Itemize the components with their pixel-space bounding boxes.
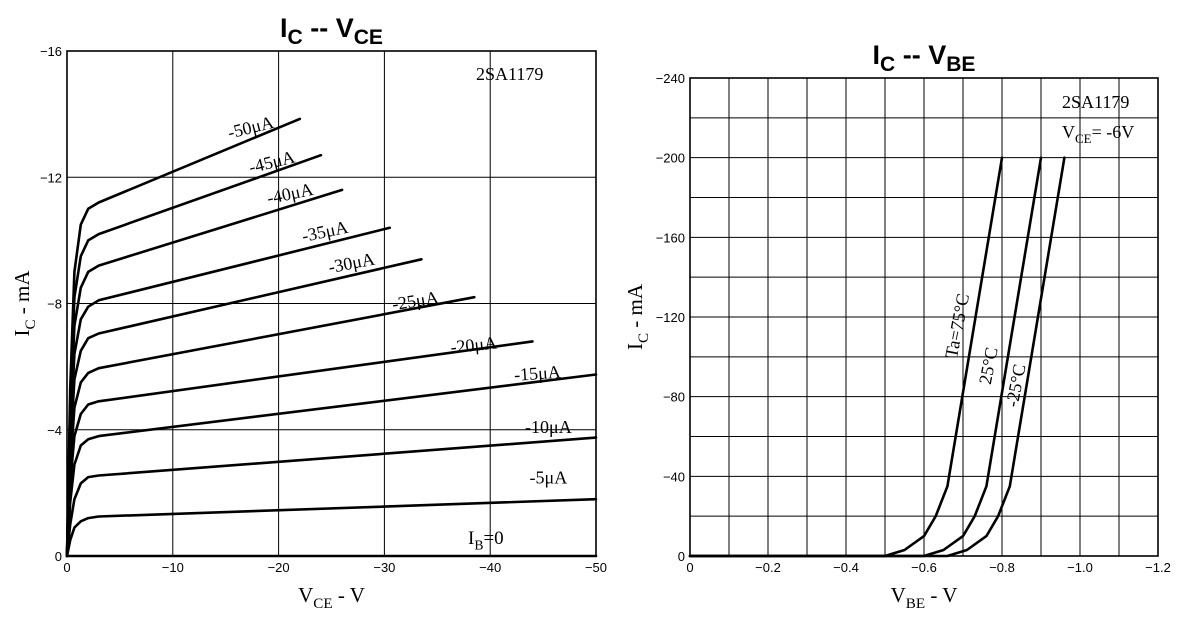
x-tick-label: −50 <box>585 560 607 575</box>
curve-label: -25μA <box>391 287 440 314</box>
x-tick-label: −0.4 <box>833 560 859 575</box>
curve-label: -40μA <box>265 179 315 208</box>
series-curve <box>65 436 598 558</box>
y-tick-label: −120 <box>656 310 685 325</box>
curve-label: -35μA <box>300 217 350 246</box>
x-tick-label: −10 <box>162 560 184 575</box>
curve-label: -5μA <box>530 467 568 487</box>
series-curve <box>65 295 476 558</box>
series-curve <box>65 117 302 558</box>
y-tick-label: −8 <box>47 297 62 312</box>
y-tick-label: −12 <box>40 170 62 185</box>
x-tick-label: −0.2 <box>755 560 781 575</box>
x-tick-label: −1.0 <box>1067 560 1093 575</box>
y-tick-label: 0 <box>678 549 685 564</box>
x-tick-label: −1.2 <box>1145 560 1171 575</box>
curve-label: Ta=75°C <box>941 292 973 360</box>
series-curve <box>65 497 598 558</box>
y-axis-label: IC - mA <box>623 283 652 350</box>
x-tick-label: −20 <box>268 560 290 575</box>
x-tick-label: −40 <box>479 560 501 575</box>
grid <box>67 51 596 556</box>
x-tick-label: −0.8 <box>989 560 1015 575</box>
y-tick-label: −16 <box>40 44 62 59</box>
y-tick-label: −160 <box>656 230 685 245</box>
y-tick-label: 0 <box>55 549 62 564</box>
curve-label: -20μA <box>449 332 497 357</box>
y-axis-label: IC - mA <box>10 270 39 337</box>
y-tick-label: −240 <box>656 71 685 86</box>
x-axis-label: VCE - V <box>298 583 365 612</box>
series-curve <box>65 373 598 558</box>
y-tick-label: −80 <box>663 390 685 405</box>
x-tick-label: 0 <box>686 560 693 575</box>
y-tick-label: −4 <box>47 423 62 438</box>
curve-label: 25°C <box>975 345 1002 385</box>
device-label: 2SA1179 <box>476 64 543 84</box>
curve-label: -15μA <box>513 362 561 385</box>
chart-title: IC -- VCE <box>280 13 383 49</box>
series-curve <box>65 153 323 558</box>
chart-ic-vce: 0 −10 −20 −30 −40 −500−4−8−12−16-50μA-45μA-40… <box>10 13 607 612</box>
chart-ic-vbe: 0 −0.2 −0.4 −0.6 −0.8 −1.0 −1.2 0 −40 −80 −120 −160… <box>623 40 1171 612</box>
y-tick-label: −200 <box>656 151 685 166</box>
x-tick-label: −0.6 <box>911 560 937 575</box>
x-axis-label: VBE - V <box>891 583 958 612</box>
series-curve <box>688 156 1066 558</box>
ib0-label: IB=0 <box>468 528 504 552</box>
condition-label: VCE= -6V <box>1062 122 1134 146</box>
chart-title: IC -- VBE <box>873 40 976 76</box>
curve-label: -30μA <box>327 249 377 278</box>
device-label: 2SA1179 <box>1062 92 1129 112</box>
grid <box>690 78 1158 556</box>
x-tick-label: −30 <box>373 560 395 575</box>
curve-label: -10μA <box>525 417 572 437</box>
x-tick-label: 0 <box>63 560 70 575</box>
y-tick-label: −40 <box>663 469 685 484</box>
